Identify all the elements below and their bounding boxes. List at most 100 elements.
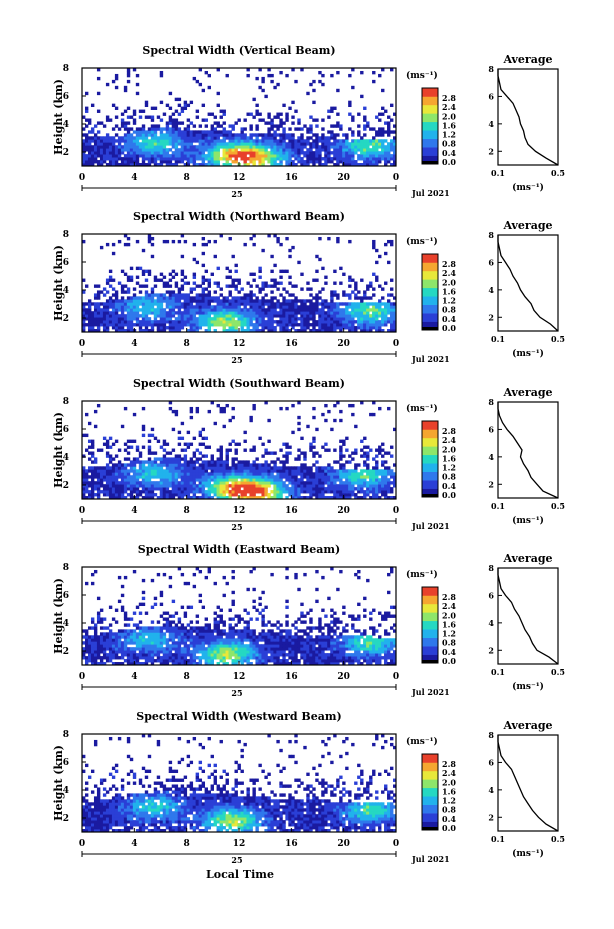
heatmap-cell [165, 154, 170, 158]
heatmap-cell [186, 493, 191, 497]
heatmap-cell [96, 308, 101, 312]
heatmap-cell [108, 139, 113, 143]
colorbar-unit: (ms⁻¹) [406, 236, 438, 247]
heatmap-cell [165, 460, 170, 464]
heatmap-cell [240, 329, 244, 333]
heatmap-cell [141, 638, 146, 642]
heatmap-cell [192, 145, 197, 149]
heatmap-cell [132, 481, 137, 485]
x-tick-label: 16 [285, 506, 298, 516]
heatmap-cell [144, 133, 149, 137]
heatmap-cell [126, 463, 131, 467]
heatmap-cell [156, 653, 161, 657]
heatmap-cell [336, 157, 340, 161]
heatmap-cell [87, 118, 92, 122]
heatmap-cell [276, 472, 280, 476]
heatmap-cell [82, 653, 86, 657]
heatmap-cell [96, 317, 101, 321]
heatmap-cell [249, 329, 253, 333]
heatmap-cell [171, 472, 176, 476]
heatmap-cell [237, 314, 241, 318]
heatmap-cell [249, 124, 253, 128]
heatmap-cell [270, 121, 274, 125]
heatmap-cell [219, 130, 223, 134]
heatmap-cell [306, 305, 310, 309]
heatmap-cell [210, 478, 214, 482]
heatmap-cell [291, 136, 295, 140]
heatmap-cell [243, 299, 247, 303]
heatmap-cell [228, 478, 232, 482]
heatmap-cell [114, 139, 119, 143]
heatmap-cell [378, 157, 382, 161]
heatmap-cell [333, 314, 337, 318]
heatmap-cell [306, 130, 310, 134]
heatmap-cell [312, 139, 316, 143]
heatmap-cell [273, 305, 277, 309]
heatmap-cell [108, 299, 113, 303]
heatmap-cell [285, 118, 289, 122]
heatmap-cell [243, 118, 247, 122]
heatmap-cell [318, 157, 322, 161]
heatmap-cell [354, 287, 358, 291]
heatmap-cell [171, 620, 176, 624]
heatmap-cell [87, 151, 92, 155]
heatmap-cell [117, 163, 122, 167]
heatmap-cell [135, 133, 140, 137]
heatmap-cell [159, 647, 164, 651]
heatmap-cell [309, 329, 313, 333]
heatmap-cell [309, 478, 313, 482]
heatmap-cell [84, 160, 89, 164]
heatmap-cell [285, 320, 289, 324]
heatmap-cell [189, 620, 194, 624]
heatmap-cell [234, 475, 238, 479]
heatmap-cell [237, 139, 241, 143]
heatmap-cell [330, 308, 334, 312]
heatmap-cell [159, 475, 164, 479]
heatmap-cell [297, 260, 301, 265]
heatmap-cell [243, 151, 247, 155]
heatmap-cell [345, 314, 349, 318]
heatmap-cell [180, 254, 185, 259]
heatmap-cell [339, 451, 343, 455]
heatmap-cell [195, 626, 200, 630]
heatmap-cell [234, 151, 238, 155]
heatmap-cell [327, 145, 331, 149]
heatmap-cell [222, 130, 226, 134]
heatmap-cell [330, 320, 334, 324]
heatmap-cell [300, 157, 304, 161]
heatmap-cell [135, 641, 140, 645]
heatmap-cell [159, 308, 164, 312]
heatmap-cell [180, 493, 185, 497]
heatmap-cell [222, 481, 226, 485]
heatmap-cell [195, 133, 200, 137]
heatmap-cell [285, 145, 289, 149]
heatmap-cell [144, 481, 149, 485]
heatmap-cell [159, 629, 164, 633]
heatmap-cell [285, 445, 289, 449]
heatmap-cell [144, 151, 149, 155]
heatmap-cell [174, 299, 179, 303]
heatmap-cell [144, 460, 149, 464]
heatmap-cell [180, 109, 185, 113]
heatmap-cell [288, 451, 292, 455]
heatmap-cell [165, 647, 170, 651]
heatmap-cell [207, 475, 211, 479]
heatmap-cell [99, 245, 104, 250]
heatmap-cell [102, 317, 107, 321]
heatmap-cell [183, 457, 188, 461]
heatmap-cell [252, 475, 256, 479]
heatmap-cell [135, 148, 140, 152]
heatmap-cell [174, 481, 179, 485]
heatmap-cell [330, 299, 334, 303]
heatmap-cell [273, 130, 277, 134]
heatmap-cell [159, 118, 164, 122]
heatmap-cell [366, 124, 370, 128]
colorbar-unit: (ms⁻¹) [406, 403, 438, 414]
heatmap-cell [273, 493, 277, 497]
heatmap-cell [234, 139, 238, 143]
heatmap-cell [201, 320, 206, 324]
heatmap-cell [183, 487, 188, 491]
heatmap-cell [231, 284, 235, 288]
heatmap-cell [297, 151, 301, 155]
heatmap-cell [312, 145, 316, 149]
